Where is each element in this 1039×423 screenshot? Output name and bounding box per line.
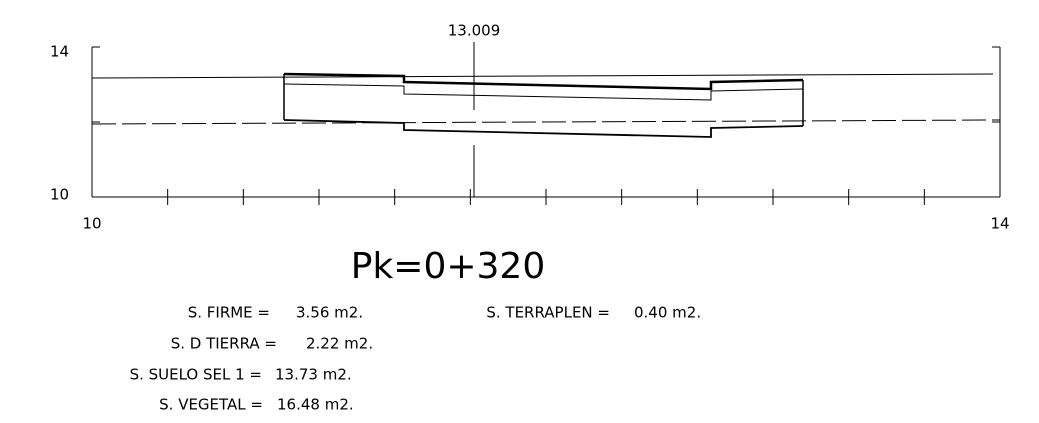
- area-value: 3.56 m2.: [296, 304, 363, 322]
- area-label: S. VEGETAL =: [159, 396, 263, 414]
- x-label: 10: [82, 215, 101, 233]
- area-label: S. FIRME =: [188, 304, 270, 322]
- area-label: S. SUELO SEL 1 =: [130, 366, 262, 384]
- area-label: S. D TIERRA =: [171, 335, 277, 353]
- y-label: 14: [50, 43, 69, 61]
- dashed-line: [91, 119, 1001, 125]
- terrain-line: [91, 73, 994, 79]
- area-label: S. TERRAPLEN =: [486, 304, 610, 322]
- area-value: 0.40 m2.: [634, 304, 701, 322]
- area-value: 13.73 m2.: [275, 366, 352, 384]
- marker-label: 13.009: [448, 22, 501, 40]
- x-ticks: [167, 189, 925, 205]
- pavement-top: [283, 72, 804, 91]
- pavement-bottom: [283, 119, 804, 138]
- x-label: 14: [990, 215, 1009, 233]
- area-value: 16.48 m2.: [277, 396, 354, 414]
- area-value: 2.22 m2.: [306, 335, 373, 353]
- pavement-inner: [283, 83, 804, 101]
- y-label: 10: [50, 186, 69, 204]
- section-title: Pk=0+320: [351, 246, 546, 287]
